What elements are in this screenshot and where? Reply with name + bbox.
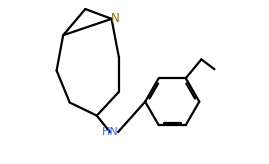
Text: N: N <box>111 11 119 25</box>
Text: HN: HN <box>101 127 118 137</box>
